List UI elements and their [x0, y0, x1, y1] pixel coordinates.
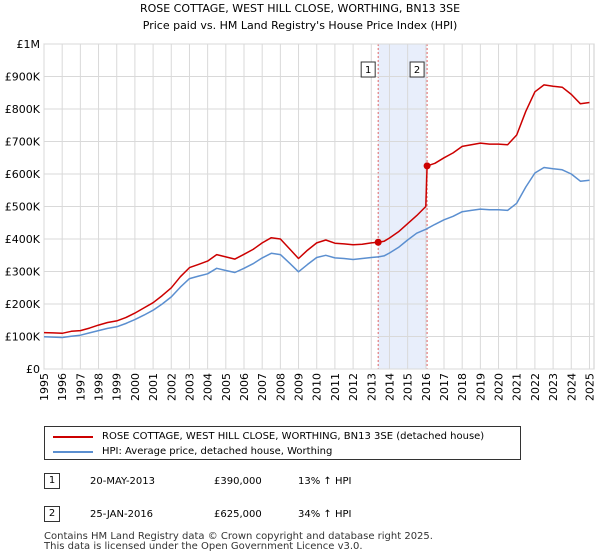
series-line-property	[43, 84, 590, 335]
y-tick-label: £900K	[5, 71, 41, 84]
sale-point	[423, 162, 431, 170]
x-tick-label: 2010	[311, 373, 324, 401]
sale-date: 20-MAY-2013	[90, 476, 156, 487]
y-tick-label: £600K	[5, 168, 41, 181]
y-tick-label: £300K	[5, 266, 41, 279]
sale-point	[374, 238, 382, 246]
x-tick-label: 1998	[93, 373, 106, 401]
x-tick-label: 2007	[256, 373, 269, 401]
x-tick-label: 2004	[202, 373, 215, 401]
footer-copyright: Contains HM Land Registry data © Crown c…	[44, 531, 433, 542]
x-tick-label: 2002	[165, 373, 178, 401]
sale-hpi-change: 13% ↑ HPI	[298, 476, 352, 487]
x-tick-label: 2001	[147, 373, 160, 401]
legend-label-property: ROSE COTTAGE, WEST HILL CLOSE, WORTHING,…	[102, 431, 485, 442]
sale-marker-label: 2	[414, 65, 420, 76]
sale-hpi-change: 34% ↑ HPI	[298, 509, 352, 520]
y-tick-label: £200K	[5, 298, 41, 311]
x-tick-label: 2003	[183, 373, 196, 401]
y-tick-label: £0	[26, 363, 40, 376]
sale-row-1: 1 20-MAY-2013 £390,000 13% ↑ HPI	[44, 472, 564, 492]
chart-subtitle: Price paid vs. HM Land Registry's House …	[143, 19, 458, 32]
series-line-hpi	[43, 166, 590, 339]
x-tick-label: 1999	[111, 373, 124, 401]
x-tick-label: 2019	[474, 373, 487, 401]
x-tick-label: 2009	[293, 373, 306, 401]
legend: ROSE COTTAGE, WEST HILL CLOSE, WORTHING,…	[44, 426, 521, 460]
x-tick-label: 1996	[56, 373, 69, 401]
x-tick-label: 2006	[238, 373, 251, 401]
legend-label-hpi: HPI: Average price, detached house, Wort…	[102, 446, 333, 457]
sale-number: 2	[44, 506, 60, 522]
x-tick-label: 2025	[583, 373, 596, 401]
x-tick-label: 2016	[420, 373, 433, 401]
footer: Contains HM Land Registry data © Crown c…	[44, 532, 433, 552]
x-tick-label: 1995	[38, 373, 51, 401]
legend-swatch-property	[53, 436, 93, 438]
x-tick-label: 2017	[438, 373, 451, 401]
y-tick-label: £1M	[17, 38, 41, 51]
x-tick-label: 2008	[274, 373, 287, 401]
x-tick-label: 2023	[547, 373, 560, 401]
sale-row-2: 2 25-JAN-2016 £625,000 34% ↑ HPI	[44, 505, 564, 525]
x-tick-label: 2012	[347, 373, 360, 401]
legend-swatch-hpi	[53, 451, 93, 453]
x-tick-label: 2011	[329, 373, 342, 401]
x-tick-label: 2018	[456, 373, 469, 401]
y-tick-label: £500K	[5, 201, 41, 214]
sale-price: £625,000	[214, 509, 262, 520]
x-tick-label: 2022	[529, 373, 542, 401]
sale-number: 1	[44, 473, 60, 489]
x-tick-label: 2014	[383, 373, 396, 401]
sale-date: 25-JAN-2016	[90, 509, 154, 520]
y-tick-label: £800K	[5, 103, 41, 116]
sale-marker-label: 1	[365, 65, 371, 76]
y-tick-label: £100K	[5, 331, 41, 344]
sale-price: £390,000	[214, 476, 262, 487]
x-tick-label: 2013	[365, 373, 378, 401]
sale-marker-box	[360, 61, 376, 78]
x-tick-label: 2005	[220, 373, 233, 401]
x-tick-label: 1997	[74, 373, 87, 401]
y-tick-label: £400K	[5, 233, 41, 246]
chart-title: ROSE COTTAGE, WEST HILL CLOSE, WORTHING,…	[140, 2, 460, 15]
x-tick-label: 2015	[402, 373, 415, 401]
footer-licence: This data is licensed under the Open Gov…	[44, 541, 363, 552]
x-tick-label: 2020	[493, 373, 506, 401]
y-tick-label: £700K	[5, 136, 41, 149]
x-tick-label: 2021	[511, 373, 524, 401]
x-tick-label: 2000	[129, 373, 142, 401]
x-tick-label: 2024	[565, 373, 578, 401]
sale-marker-box	[409, 61, 425, 78]
price-chart: ROSE COTTAGE, WEST HILL CLOSE, WORTHING,…	[5, 2, 597, 401]
